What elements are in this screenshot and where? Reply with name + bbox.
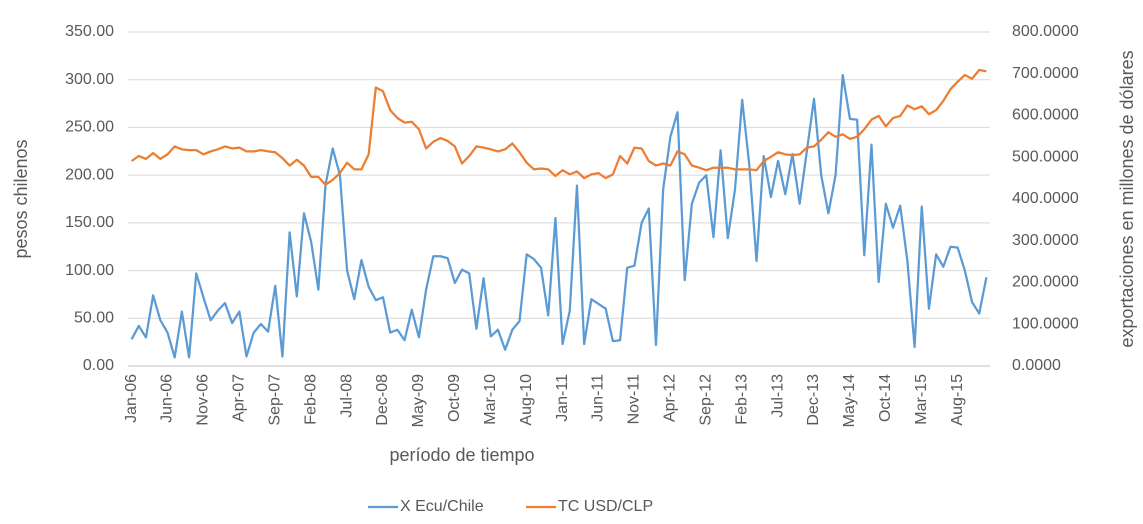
y2-tick-label: 0.0000 [1012, 357, 1061, 374]
y2-tick-label: 400.0000 [1012, 190, 1079, 207]
x-axis-title: período de tiempo [389, 445, 534, 465]
y-tick-label: 0.00 [83, 357, 114, 374]
x-tick-label: Jun-11 [590, 374, 607, 422]
x-tick-label: Oct-09 [446, 374, 463, 422]
y-tick-label: 150.00 [65, 214, 114, 231]
x-tick-label: Nov-11 [626, 374, 643, 424]
x-tick-label: Jun-06 [159, 374, 176, 423]
y-tick-label: 300.00 [65, 71, 114, 88]
series-line [130, 73, 988, 359]
x-tick-label: Aug-15 [949, 374, 966, 426]
y2-tick-label: 700.0000 [1012, 65, 1079, 82]
y-tick-label: 250.00 [65, 119, 114, 136]
x-tick-label: Mar-15 [913, 374, 930, 425]
y2-tick-label: 200.0000 [1012, 274, 1079, 291]
y2-tick-label: 600.0000 [1012, 107, 1079, 124]
x-tick-label: Mar-10 [482, 374, 499, 425]
x-tick-label: Jan-11 [554, 374, 571, 422]
x-tick-label: Apr-07 [231, 374, 248, 422]
x-tick-label: May-14 [841, 374, 858, 427]
x-tick-label: Feb-08 [302, 374, 319, 425]
y-tick-label: 200.00 [65, 166, 114, 183]
x-tick-label: Jul-08 [338, 374, 355, 418]
y-axis-title: pesos chilenos [11, 139, 31, 258]
legend-label: TC USD/CLP [558, 498, 653, 515]
series-line [130, 68, 987, 186]
x-tick-label: Sep-12 [697, 374, 714, 426]
x-tick-label: Feb-13 [733, 374, 750, 425]
y2-tick-label: 800.0000 [1012, 23, 1079, 40]
x-tick-label: Oct-14 [877, 374, 894, 422]
x-tick-label: Jan-06 [123, 374, 140, 423]
x-tick-label: Jul-13 [769, 374, 786, 418]
x-tick-label: Sep-07 [266, 374, 283, 426]
x-tick-label: Dec-13 [805, 374, 822, 426]
y-tick-label: 100.00 [65, 262, 114, 279]
y-tick-label: 350.00 [65, 23, 114, 40]
y2-tick-label: 300.0000 [1012, 232, 1079, 249]
legend-label: X Ecu/Chile [400, 498, 484, 515]
x-tick-label: Nov-06 [195, 374, 212, 426]
x-tick-label: Aug-10 [518, 374, 535, 426]
x-tick-label: Apr-12 [662, 374, 679, 422]
y2-tick-label: 100.0000 [1012, 315, 1079, 332]
y2-tick-label: 500.0000 [1012, 148, 1079, 165]
x-tick-label: May-09 [410, 374, 427, 427]
y2-axis-title: exportaciones en millones de dólares [1117, 50, 1137, 347]
x-tick-label: Dec-08 [374, 374, 391, 426]
y-tick-label: 50.00 [74, 310, 114, 327]
